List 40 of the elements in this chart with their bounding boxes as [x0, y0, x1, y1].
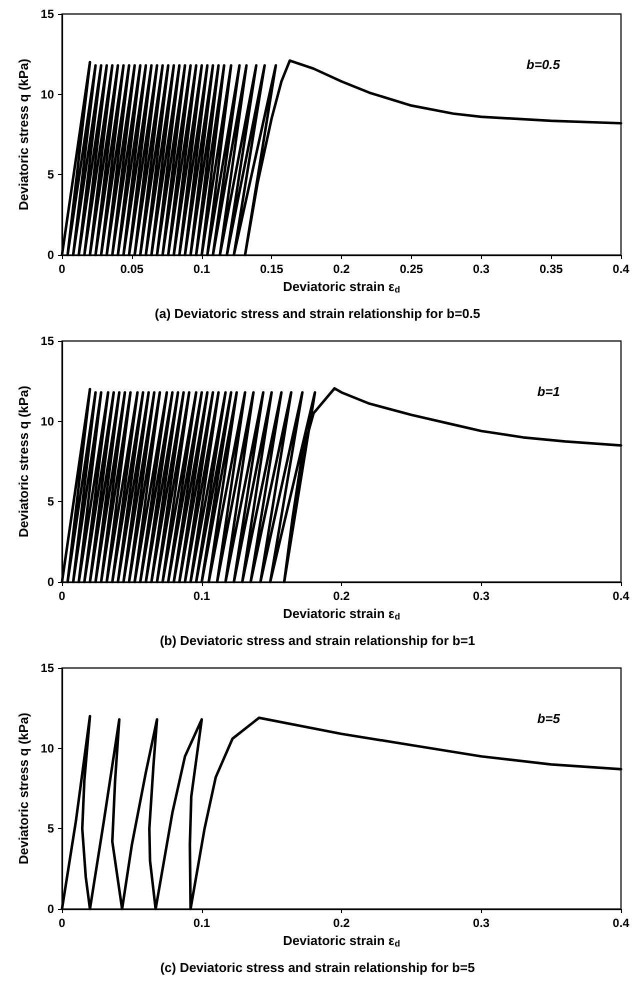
y-axis-title: Deviatoric stress q (kPa): [16, 58, 31, 210]
x-tick-label: 0.05: [120, 262, 144, 276]
y-tick-label: 5: [47, 494, 54, 509]
y-tick-label: 15: [40, 661, 54, 675]
x-tick-label: 0.4: [612, 589, 630, 603]
x-tick-label: 0.2: [333, 589, 350, 603]
y-tick-label: 15: [40, 7, 54, 21]
x-tick-label: 0.3: [472, 916, 490, 930]
y-tick-label: 15: [40, 334, 54, 348]
y-tick-label: 10: [40, 741, 54, 756]
y-axis-title: Deviatoric stress q (kPa): [16, 712, 31, 864]
x-tick-label: 0.25: [400, 262, 424, 276]
y-tick-label: 10: [40, 414, 54, 428]
text: (a) Deviatoric stress and strain relationship for b=0.5: [154, 306, 480, 321]
x-tick-label: 0.2: [333, 916, 350, 930]
y-axis-title: Deviatoric stress q (kPa): [16, 386, 31, 538]
text: (b) Deviatoric stress and strain relationship for b=1: [160, 633, 476, 648]
x-tick-label: 0.15: [260, 262, 284, 276]
y-tick-label: 0: [47, 575, 54, 589]
y-tick-label: 10: [40, 87, 54, 102]
x-tick-label: 0.1: [193, 262, 210, 276]
y-tick-label: 5: [47, 168, 54, 182]
x-tick-label: 0.2: [333, 262, 350, 276]
x-tick-label: 0: [58, 589, 66, 603]
x-tick-label: 0.1: [193, 589, 210, 603]
x-tick-label: 0.35: [539, 262, 564, 276]
annotation: b=0.5: [526, 57, 561, 72]
y-tick-label: 5: [47, 822, 54, 836]
y-tick-label: 0: [47, 902, 54, 916]
annotation: b=1: [537, 384, 560, 399]
x-tick-label: 0: [58, 916, 66, 930]
x-tick-label: 0.4: [612, 262, 630, 276]
x-tick-label: 0.4: [612, 916, 630, 930]
y-tick-label: 0: [47, 248, 54, 262]
x-tick-label: 0: [58, 262, 66, 276]
annotation: b=5: [537, 711, 561, 726]
x-tick-label: 0.3: [472, 589, 490, 603]
x-tick-label: 0.3: [472, 262, 490, 276]
x-tick-label: 0.1: [193, 916, 210, 930]
text: (c) Deviatoric stress and strain relationship for b=5: [160, 960, 475, 975]
